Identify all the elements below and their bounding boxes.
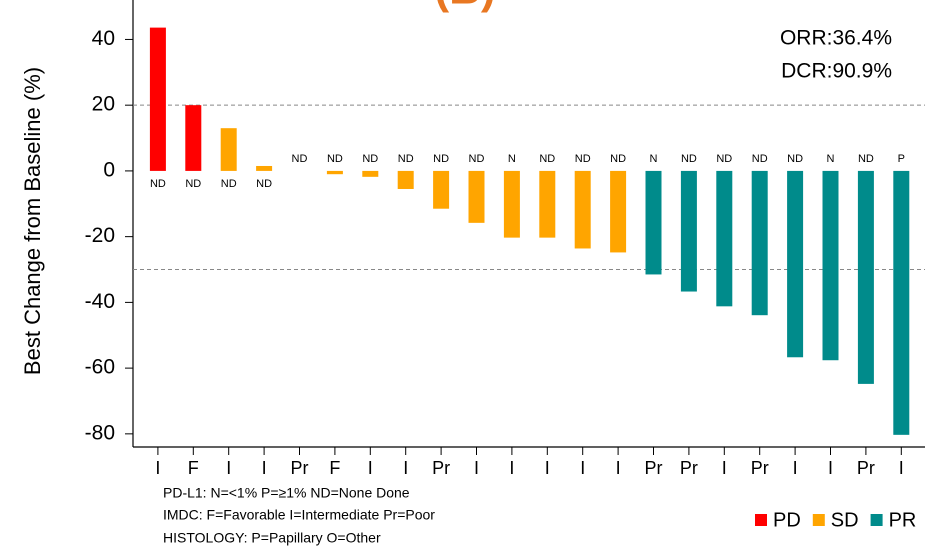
bar — [716, 170, 733, 307]
legend-label: SD — [831, 509, 859, 531]
pdl1-label: ND — [292, 153, 308, 165]
pdl1-label: ND — [752, 153, 768, 165]
x-tick-label: Pr — [751, 458, 769, 478]
bar — [433, 170, 450, 209]
x-tick-label: I — [509, 458, 514, 478]
bar — [468, 170, 485, 223]
pdl1-label: ND — [256, 178, 272, 190]
x-tick-label: I — [828, 458, 833, 478]
bar — [220, 128, 237, 171]
pdl1-label: N — [650, 153, 658, 165]
bar — [397, 170, 414, 189]
pdl1-label: ND — [185, 178, 201, 190]
x-tick-label: I — [368, 458, 373, 478]
bar — [574, 170, 591, 249]
x-tick-label: F — [188, 458, 199, 478]
y-tick-label: 0 — [103, 158, 115, 181]
x-tick-label: I — [722, 458, 727, 478]
y-tick-label: 40 — [92, 27, 115, 50]
bar — [893, 170, 910, 435]
x-tick-label: I — [616, 458, 621, 478]
x-tick-label: I — [155, 458, 160, 478]
bar — [645, 170, 662, 275]
x-tick-label: I — [474, 458, 479, 478]
bar — [822, 170, 839, 361]
pdl1-label: ND — [221, 178, 237, 190]
bar — [680, 170, 697, 292]
annotation: DCR:90.9% — [781, 60, 892, 83]
x-tick-label: I — [545, 458, 550, 478]
x-tick-label: Pr — [291, 458, 309, 478]
x-tick-label: I — [580, 458, 585, 478]
pdl1-label: P — [898, 153, 905, 165]
legend-label: PR — [889, 509, 917, 531]
footnote: HISTOLOGY: P=Papillary O=Other — [163, 530, 381, 546]
x-tick-label: I — [262, 458, 267, 478]
x-tick-label: Pr — [432, 458, 450, 478]
pdl1-label: ND — [787, 153, 803, 165]
y-tick-label: -60 — [85, 356, 115, 379]
legend-label: PD — [773, 509, 801, 531]
pdl1-label: N — [508, 153, 516, 165]
bar — [362, 170, 379, 177]
pdl1-label: ND — [539, 153, 555, 165]
x-tick-label: I — [403, 458, 408, 478]
footnote: IMDC: F=Favorable I=Intermediate Pr=Poor — [163, 507, 435, 523]
x-tick-label: I — [793, 458, 798, 478]
x-tick-label: Pr — [680, 458, 698, 478]
bar — [326, 170, 343, 175]
y-tick-label: -80 — [85, 421, 115, 444]
x-tick-label: I — [899, 458, 904, 478]
pdl1-label: ND — [150, 178, 166, 190]
bar — [503, 170, 520, 238]
y-tick-label: 20 — [92, 93, 115, 116]
bar — [857, 170, 874, 384]
pdl1-label: ND — [610, 153, 626, 165]
x-tick-label: Pr — [857, 458, 875, 478]
y-tick-label: -20 — [85, 224, 115, 247]
x-tick-label: F — [329, 458, 340, 478]
pdl1-label: ND — [469, 153, 485, 165]
bar — [149, 27, 166, 171]
y-tick-label: -40 — [85, 290, 115, 313]
pdl1-label: ND — [716, 153, 732, 165]
pdl1-label: ND — [327, 153, 343, 165]
pdl1-label: N — [827, 153, 835, 165]
bar — [787, 170, 804, 358]
legend-swatch — [812, 514, 825, 526]
pdl1-label: ND — [681, 153, 697, 165]
annotation: ORR:36.4% — [780, 27, 892, 50]
x-tick-label: I — [226, 458, 231, 478]
bar — [185, 105, 202, 171]
chart-title: (B) — [434, 0, 495, 14]
pdl1-label: ND — [575, 153, 591, 165]
footnote: PD-L1: N=<1% P=≥1% ND=None Done — [163, 485, 410, 501]
bar — [751, 170, 768, 316]
pdl1-label: ND — [362, 153, 378, 165]
pdl1-label: ND — [433, 153, 449, 165]
legend-swatch — [755, 514, 767, 526]
bar — [256, 165, 273, 171]
x-tick-label: Pr — [645, 458, 663, 478]
y-axis-label: Best Change from Baseline (%) — [20, 67, 45, 375]
pdl1-label: ND — [398, 153, 414, 165]
pdl1-label: ND — [858, 153, 874, 165]
bar — [539, 170, 556, 238]
bar — [610, 170, 627, 253]
legend-swatch — [870, 514, 883, 526]
